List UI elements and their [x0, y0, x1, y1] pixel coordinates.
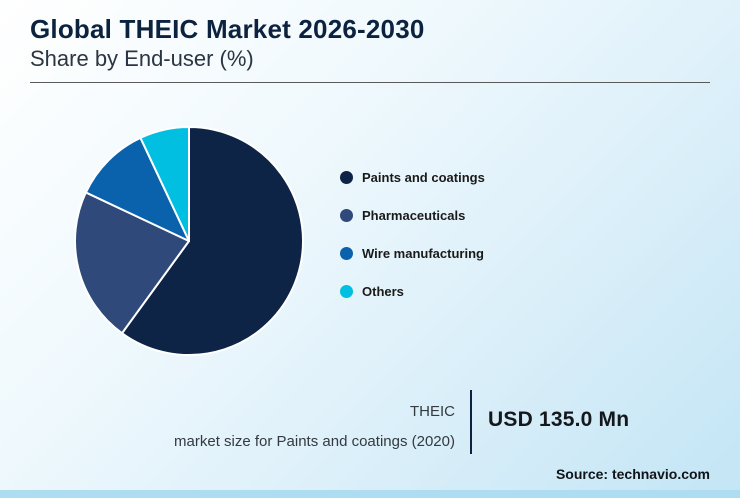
header-divider [30, 82, 710, 83]
legend-label: Wire manufacturing [362, 246, 484, 261]
source-credit: Source: technavio.com [555, 466, 710, 482]
legend-dot-icon [340, 285, 353, 298]
chart-subtitle: Share by End-user (%) [30, 46, 254, 71]
stat-value: USD 135.0 Mn [488, 408, 630, 431]
legend-label: Paints and coatings [362, 170, 485, 185]
legend-item: Pharmaceuticals [340, 208, 485, 223]
pie-slice-wire-manufacturing [84, 136, 190, 242]
legend-item: Others [340, 284, 485, 299]
pie-chart [74, 126, 304, 356]
pie-slice-others [139, 126, 190, 242]
legend-item: Paints and coatings [340, 170, 485, 185]
stat-label-line2: market size for Paints and coatings (202… [174, 433, 455, 450]
stat-divider [470, 390, 472, 454]
chart-title: Global THEIC Market 2026-2030 [30, 14, 425, 44]
pie-slice-paints-and-coatings [120, 126, 304, 356]
legend-dot-icon [340, 247, 353, 260]
legend-label: Others [362, 284, 404, 299]
legend-dot-icon [340, 209, 353, 222]
stat-label-line1: THEIC [410, 403, 455, 420]
legend-item: Wire manufacturing [340, 246, 485, 261]
legend-dot-icon [340, 171, 353, 184]
bottom-accent-strip [0, 490, 740, 498]
stat-label: THEIC market size for Paints and coating… [60, 397, 455, 457]
legend-label: Pharmaceuticals [362, 208, 466, 223]
legend: Paints and coatings Pharmaceuticals Wire m… [340, 170, 485, 299]
